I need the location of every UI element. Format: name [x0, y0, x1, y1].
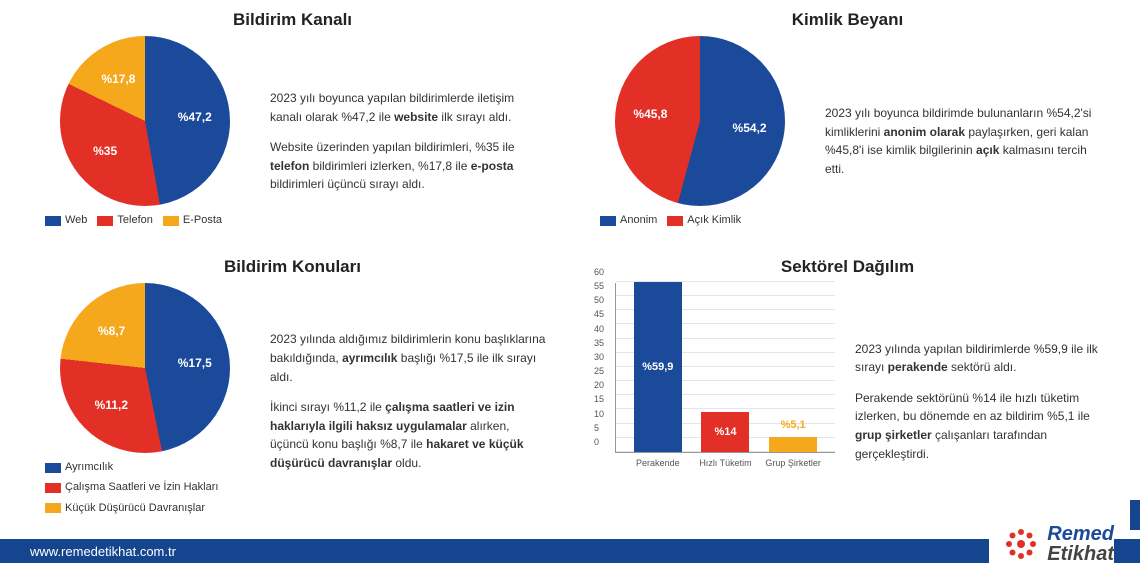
pie-slice-label: %35	[93, 144, 117, 158]
desc-paragraph: 2023 yılında yapılan bildirimlerde %59,9…	[855, 340, 1104, 377]
dashboard-grid: Bildirim Kanalı %47,2 %35 %17,8 Web Telefon…	[0, 0, 1140, 520]
legend-swatch	[163, 216, 179, 226]
ytick-label: 50	[594, 295, 604, 305]
legend-identity: Anonim Açık Kimlik	[600, 212, 800, 232]
pie-channel: %47,2 %35 %17,8	[60, 36, 230, 206]
ytick-label: 45	[594, 309, 604, 319]
panel-identity-title: Kimlik Beyanı	[585, 10, 1110, 30]
legend-item: Telefon	[97, 212, 152, 230]
legend-label: Çalışma Saatleri ve İzin Hakları	[65, 479, 218, 497]
xaxis-label: Perakende	[628, 458, 688, 468]
pie-topics: %17,5 %11,2 %8,7	[60, 283, 230, 453]
bar-perakende: %59,9	[634, 282, 682, 452]
panel-sector: Sektörel Dağılım 0 5 10 15 20 25 30 35 40 45 50 55 6…	[585, 257, 1110, 520]
desc-paragraph: İkinci sırayı %11,2 ile çalışma saatleri…	[270, 398, 549, 472]
legend-item: Küçük Düşürücü Davranışlar	[45, 500, 205, 518]
desc-paragraph: 2023 yılında aldığımız bildirimlerin kon…	[270, 330, 549, 386]
legend-item: Çalışma Saatleri ve İzin Hakları	[45, 479, 218, 497]
side-accent	[1130, 500, 1140, 530]
bar-sector: 051015202530354045505560%59,9%14%5,1Pera…	[615, 283, 835, 453]
panel-identity: Kimlik Beyanı %54,2 %45,8 Anonim Açık Kiml…	[585, 10, 1110, 247]
legend-swatch	[45, 463, 61, 473]
pie-slice-label: %54,2	[733, 121, 767, 135]
legend-label: E-Posta	[183, 212, 222, 230]
desc-paragraph: 2023 yılı boyunca bildirimde bulunanları…	[825, 104, 1104, 178]
bar-grup: %5,1	[769, 437, 817, 451]
panel-channel: Bildirim Kanalı %47,2 %35 %17,8 Web Telefon…	[30, 10, 555, 247]
panel-sector-title: Sektörel Dağılım	[585, 257, 1110, 277]
xaxis-label: Hızlı Tüketim	[695, 458, 755, 468]
legend-swatch	[45, 483, 61, 493]
desc-paragraph: 2023 yılı boyunca yapılan bildirimlerde …	[270, 89, 549, 126]
ytick-label: 40	[594, 324, 604, 334]
ytick-label: 25	[594, 366, 604, 376]
legend-channel: Web Telefon E-Posta	[45, 212, 245, 232]
legend-swatch	[97, 216, 113, 226]
legend-swatch	[600, 216, 616, 226]
legend-label: Ayrımcılık	[65, 459, 113, 477]
legend-item: Anonim	[600, 212, 657, 230]
pie-slice-label: %45,8	[633, 107, 667, 121]
legend-item: Ayrımcılık	[45, 459, 113, 477]
pie-slice-label: %11,2	[95, 398, 128, 412]
desc-identity: 2023 yılı boyunca bildirimde bulunanları…	[825, 36, 1110, 247]
ytick-label: 20	[594, 380, 604, 390]
bar-label: %14	[714, 426, 736, 438]
ytick-label: 60	[594, 267, 604, 277]
ytick-label: 10	[594, 409, 604, 419]
legend-item: E-Posta	[163, 212, 222, 230]
bar-label: %59,9	[642, 361, 673, 373]
logo: Remed Etikhat	[989, 524, 1114, 564]
logo-text-2: Etikhat	[1047, 544, 1114, 564]
legend-label: Küçük Düşürücü Davranışlar	[65, 500, 205, 518]
legend-item: Açık Kimlik	[667, 212, 741, 230]
desc-paragraph: Perakende sektörünü %14 ile hızlı tüketi…	[855, 389, 1104, 463]
desc-channel: 2023 yılı boyunca yapılan bildirimlerde …	[270, 36, 555, 247]
pie-identity: %54,2 %45,8	[615, 36, 785, 206]
ytick-label: 5	[594, 423, 599, 433]
logo-text-1: Remed	[1047, 524, 1114, 544]
bar-label: %5,1	[781, 419, 806, 431]
panel-topics: Bildirim Konuları %17,5 %11,2 %8,7 Ayrımcı…	[30, 257, 555, 520]
footer: www.remedetikhat.com.tr Remed Etikhat	[0, 532, 1140, 570]
legend-label: Açık Kimlik	[687, 212, 741, 230]
logo-icon	[1001, 524, 1041, 564]
legend-label: Web	[65, 212, 87, 230]
ytick-label: 0	[594, 437, 599, 447]
legend-label: Telefon	[117, 212, 152, 230]
ytick-label: 15	[594, 394, 604, 404]
legend-swatch	[45, 503, 61, 513]
ytick-label: 30	[594, 352, 604, 362]
pie-slice-label: %47,2	[178, 110, 212, 124]
legend-topics: Ayrımcılık Çalışma Saatleri ve İzin Hakla…	[45, 459, 245, 520]
panel-topics-title: Bildirim Konuları	[30, 257, 555, 277]
panel-channel-title: Bildirim Kanalı	[30, 10, 555, 30]
desc-paragraph: Website üzerinden yapılan bildirimleri, …	[270, 138, 549, 194]
legend-label: Anonim	[620, 212, 657, 230]
ytick-label: 55	[594, 281, 604, 291]
xaxis-label: Grup Şirketler	[763, 458, 823, 468]
desc-topics: 2023 yılında aldığımız bildirimlerin kon…	[270, 283, 555, 520]
legend-swatch	[667, 216, 683, 226]
legend-item: Web	[45, 212, 87, 230]
bar-hizli: %14	[701, 412, 749, 452]
pie-slice-label: %8,7	[98, 324, 125, 338]
pie-slice-label: %17,5	[178, 356, 212, 370]
footer-url: www.remedetikhat.com.tr	[0, 539, 1140, 563]
desc-sector: 2023 yılında yapılan bildirimlerde %59,9…	[855, 283, 1110, 520]
ytick-label: 35	[594, 338, 604, 348]
legend-swatch	[45, 216, 61, 226]
pie-slice-label: %17,8	[101, 72, 135, 86]
